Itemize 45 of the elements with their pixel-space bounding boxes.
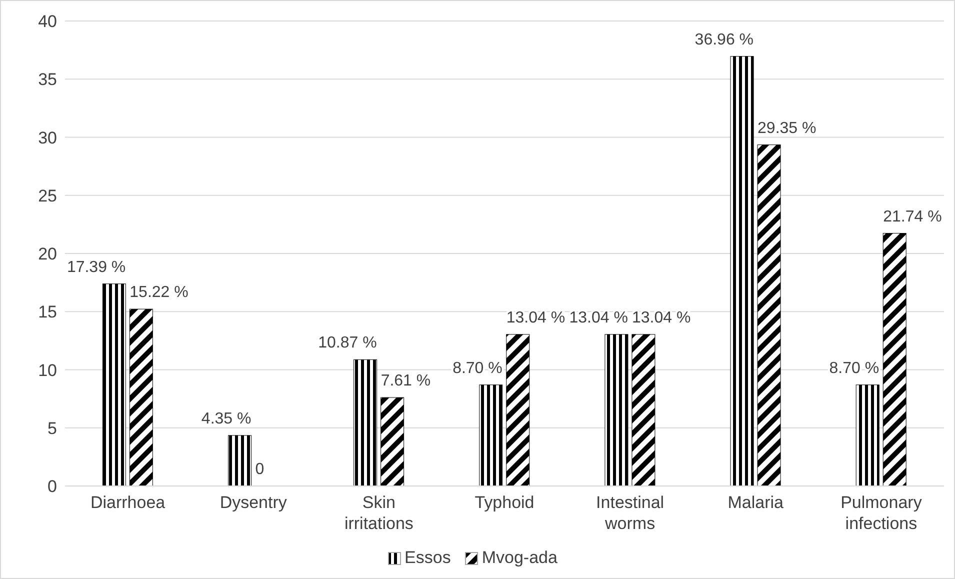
bar: [479, 384, 503, 486]
bar: [228, 435, 252, 486]
bar: [632, 334, 656, 486]
y-tick-label: 5: [48, 418, 57, 438]
bar: [506, 334, 530, 486]
data-label: 36.96 %: [694, 31, 754, 48]
bar: [380, 397, 404, 486]
y-tick-label: 10: [38, 360, 57, 380]
y-tick-label: 40: [38, 12, 57, 32]
bar: [757, 144, 781, 486]
x-tick-label: Malaria: [728, 493, 784, 512]
legend-label: Mvog-ada: [480, 548, 558, 568]
x-tick-label: Skin irritations: [344, 493, 414, 533]
bar: [856, 384, 880, 486]
data-label: 8.70 %: [452, 360, 502, 377]
legend-label: Essos: [404, 548, 451, 568]
x-tick-label: Dysentry: [220, 493, 288, 512]
data-label: 29.35 %: [758, 120, 816, 137]
x-tick-label: Typhoid: [474, 493, 534, 512]
bar: [730, 56, 754, 486]
x-tick-label: Diarrhoea: [90, 493, 166, 512]
data-label: 13.04 %: [632, 309, 691, 326]
x-tick-label: Intestinal worms: [596, 493, 664, 533]
data-label: 17.39 %: [66, 258, 126, 276]
bar: [354, 359, 378, 486]
y-tick-label: 25: [38, 186, 57, 206]
data-label: 15.22 %: [130, 284, 188, 302]
bar: [129, 308, 153, 486]
data-label: 0: [255, 461, 264, 478]
data-label: 7.61 %: [380, 372, 431, 390]
x-tick-label: Pulmonary infections: [840, 493, 922, 533]
y-tick-label: 35: [38, 70, 57, 90]
data-label: 10.87 %: [318, 334, 377, 352]
bar: [882, 233, 906, 486]
y-tick-label: 30: [38, 128, 57, 148]
data-label: 8.70 %: [829, 360, 880, 377]
data-label: 13.04 %: [506, 309, 566, 326]
data-label: 21.74 %: [883, 208, 942, 226]
y-tick-label: 15: [38, 302, 57, 322]
y-tick-label: 20: [38, 244, 57, 264]
data-label: 13.04 %: [569, 309, 628, 326]
bar: [102, 284, 126, 486]
bar: [604, 334, 628, 486]
data-label: 4.35 %: [201, 410, 252, 428]
y-tick-label: 0: [48, 477, 57, 496]
